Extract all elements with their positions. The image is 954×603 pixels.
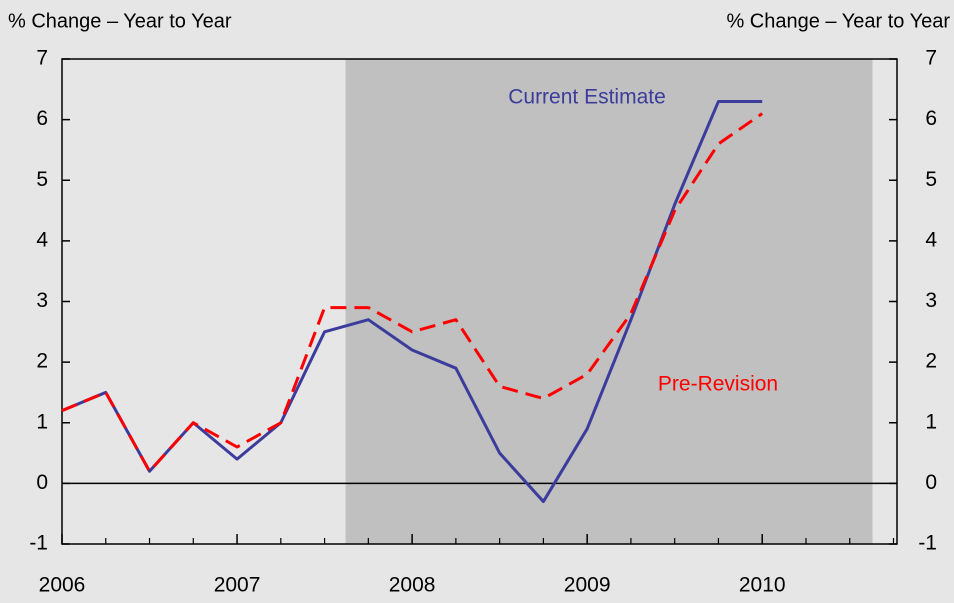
y2-tick-label: -1 bbox=[918, 532, 937, 555]
y2-tick-label: 4 bbox=[925, 228, 937, 251]
x-tick-label: 2007 bbox=[214, 574, 261, 597]
series-label: Current Estimate bbox=[508, 86, 666, 109]
y-tick-label: 1 bbox=[36, 410, 48, 433]
y-tick-label: 6 bbox=[36, 107, 48, 130]
y-axis-title: % Change – Year to Year bbox=[8, 10, 232, 32]
x-tick-label: 2006 bbox=[39, 574, 86, 597]
y2-tick-label: 1 bbox=[925, 410, 937, 433]
y-tick-label: 0 bbox=[36, 471, 48, 494]
y2-tick-label: 7 bbox=[925, 47, 937, 70]
y-tick-label: 2 bbox=[36, 350, 48, 373]
series-line bbox=[61, 112, 764, 473]
y2-tick-label: 6 bbox=[925, 107, 937, 130]
y-tick-label: 3 bbox=[36, 289, 48, 312]
series-label: Pre-Revision bbox=[658, 373, 778, 396]
x-tick-label: 2010 bbox=[739, 574, 786, 597]
y-tick-label: -1 bbox=[29, 532, 48, 555]
x-tick-label: 2008 bbox=[389, 574, 436, 597]
x-tick-label: 2009 bbox=[564, 574, 611, 597]
y2-tick-label: 5 bbox=[925, 168, 937, 191]
y2-tick-label: 3 bbox=[925, 289, 937, 312]
y2-tick-label: 2 bbox=[925, 350, 937, 373]
y2-axis-title: % Change – Year to Year bbox=[726, 10, 950, 32]
y-tick-label: 7 bbox=[36, 47, 48, 70]
y2-tick-label: 0 bbox=[925, 471, 937, 494]
y-tick-label: 4 bbox=[36, 228, 48, 251]
shaded-region bbox=[345, 59, 873, 544]
y-tick-label: 5 bbox=[36, 168, 48, 191]
